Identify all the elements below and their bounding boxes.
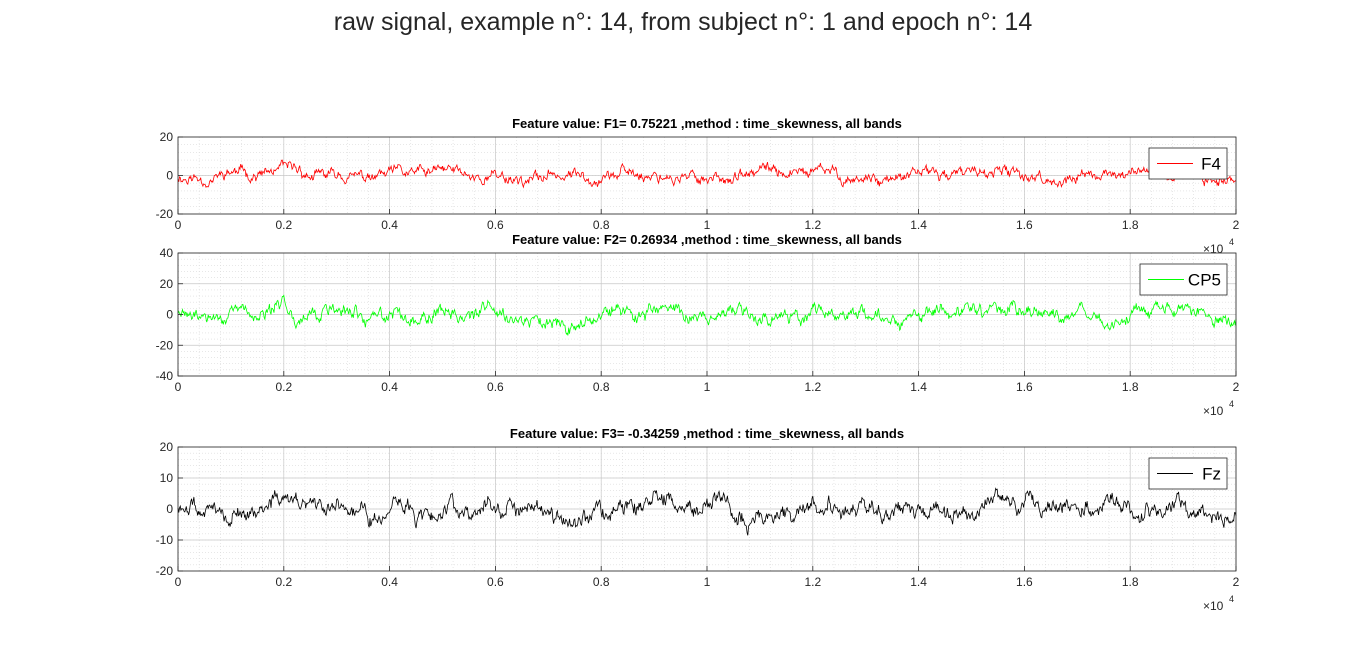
y-tick-label: -40 (156, 369, 174, 383)
x-tick-label: 0.6 (487, 380, 504, 394)
x-tick-label: 1.6 (1016, 575, 1033, 589)
x-tick-label: 0 (175, 218, 182, 232)
x-tick-label: 1.2 (804, 575, 821, 589)
x-tick-label: 1 (704, 575, 711, 589)
x-tick-label: 1.4 (910, 380, 927, 394)
legend-label: CP5 (1188, 271, 1221, 290)
legend-label: F4 (1201, 155, 1221, 174)
x-ticks: 0 0.2 0.4 0.6 0.8 1 1.2 1.4 1.6 1.8 2 (175, 371, 1240, 394)
x-tick-label: 0.2 (275, 218, 292, 232)
y-tick-label: 40 (160, 246, 174, 260)
x-tick-label: 2 (1233, 218, 1240, 232)
x-tick-label: 1.8 (1122, 380, 1139, 394)
x-exponent-power: 4 (1229, 399, 1234, 409)
y-tick-label: 0 (166, 308, 173, 322)
x-tick-label: 1 (704, 380, 711, 394)
y-ticks: -40 -20 0 20 40 (156, 246, 183, 383)
y-tick-label: 10 (160, 471, 174, 485)
legend-label: Fz (1202, 465, 1221, 484)
x-exponent-base: ×10 (1203, 404, 1224, 418)
x-exponent: ×10 4 (1203, 237, 1234, 256)
x-tick-label: 1.4 (910, 575, 927, 589)
y-tick-label: -10 (156, 533, 174, 547)
legend: Fz (1148, 457, 1228, 490)
x-tick-label: 0.4 (381, 218, 398, 232)
series-line-Fz (177, 487, 1237, 536)
x-tick-label: 1.4 (910, 218, 927, 232)
y-tick-label: 0 (166, 169, 173, 183)
y-tick-label: -20 (156, 207, 174, 221)
x-ticks: 0 0.2 0.4 0.6 0.8 1 1.2 1.4 1.6 1.8 2 (175, 566, 1240, 589)
x-tick-label: 1.6 (1016, 218, 1033, 232)
x-tick-label: 0 (175, 380, 182, 394)
subplot-title: Feature value: F2= 0.26934 ,method : tim… (512, 232, 902, 247)
y-ticks: -20 -10 0 10 20 (156, 440, 183, 578)
x-tick-label: 0.2 (275, 575, 292, 589)
x-tick-label: 1.8 (1122, 575, 1139, 589)
x-exponent-base: ×10 (1203, 599, 1224, 613)
x-tick-label: 0.8 (593, 380, 610, 394)
x-tick-label: 0.6 (487, 575, 504, 589)
x-tick-label: 1.6 (1016, 380, 1033, 394)
legend: CP5 (1139, 263, 1228, 296)
x-tick-label: 0.4 (381, 575, 398, 589)
x-exponent: ×10 4 (1203, 594, 1234, 613)
x-tick-label: 0.8 (593, 218, 610, 232)
x-tick-label: 1.2 (804, 380, 821, 394)
x-exponent-base: ×10 (1203, 242, 1224, 256)
series-line-CP5 (177, 294, 1237, 336)
x-tick-label: 1 (704, 218, 711, 232)
series-line-F4 (177, 159, 1237, 189)
subplot-title: Feature value: F3= -0.34259 ,method : ti… (510, 426, 904, 441)
x-tick-label: 2 (1233, 575, 1240, 589)
y-ticks: -20 0 20 (156, 130, 183, 221)
x-exponent-power: 4 (1229, 237, 1234, 247)
subplot-3: 0 0.2 0.4 0.6 0.8 1 1.2 1.4 1.6 1.8 2 -20 -10 0 10 20 ×1… (156, 426, 1240, 613)
x-tick-label: 0.6 (487, 218, 504, 232)
legend: F4 (1148, 147, 1228, 180)
x-tick-label: 0.4 (381, 380, 398, 394)
y-tick-label: 20 (160, 277, 174, 291)
subplot-2: 0 0.2 0.4 0.6 0.8 1 1.2 1.4 1.6 1.8 2 -40 -20 0 20 40 ×1… (156, 232, 1240, 418)
y-tick-label: 20 (160, 440, 174, 454)
x-exponent-power: 4 (1229, 594, 1234, 604)
x-tick-label: 0.8 (593, 575, 610, 589)
y-tick-label: 0 (166, 502, 173, 516)
x-tick-label: 2 (1233, 380, 1240, 394)
y-tick-label: -20 (156, 564, 174, 578)
figure-title: raw signal, example n°: 14, from subject… (333, 8, 1033, 36)
x-tick-label: 0 (175, 575, 182, 589)
x-tick-label: 1.8 (1122, 218, 1139, 232)
x-tick-label: 1.2 (804, 218, 821, 232)
x-exponent: ×10 4 (1203, 399, 1234, 418)
x-ticks: 0 0.2 0.4 0.6 0.8 1 1.2 1.4 1.6 1.8 2 (175, 209, 1240, 232)
subplot-title: Feature value: F1= 0.75221 ,method : tim… (512, 116, 902, 131)
x-tick-label: 0.2 (275, 380, 292, 394)
y-tick-label: -20 (156, 338, 174, 352)
y-tick-label: 20 (160, 130, 174, 144)
